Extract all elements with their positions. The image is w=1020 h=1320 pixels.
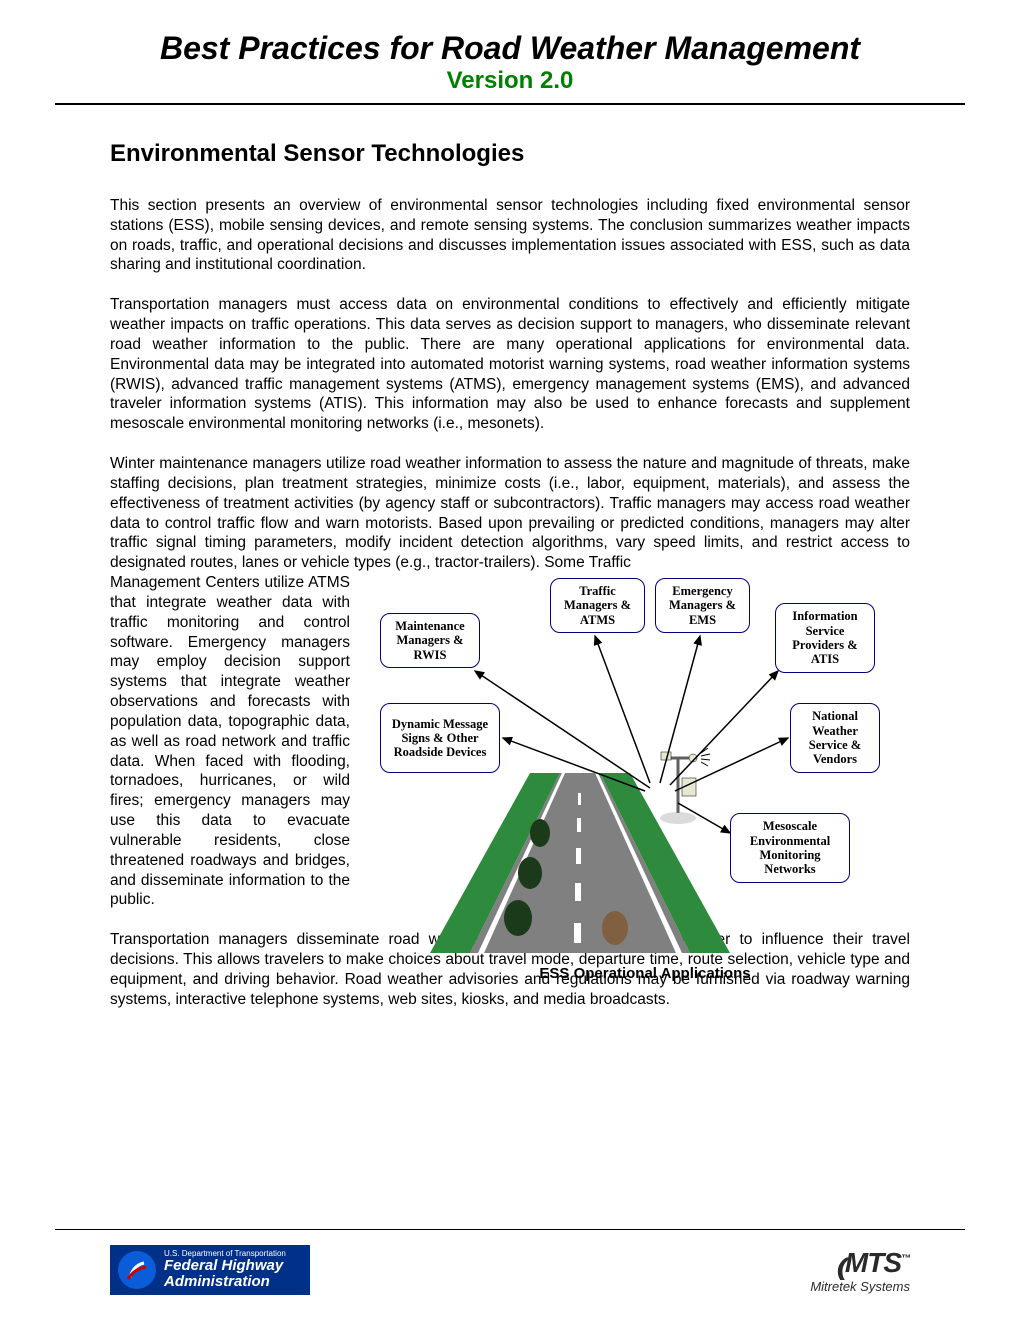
page-header: Best Practices for Road Weather Manageme… [55,30,965,95]
main-title: Best Practices for Road Weather Manageme… [55,30,965,67]
footer-rule [55,1229,965,1230]
paragraph-1: This section presents an overview of env… [110,196,910,275]
node-dms: Dynamic Message Signs & Other Roadside D… [380,703,500,773]
page-footer: U.S. Department of Transportation Federa… [55,1229,965,1295]
version-label: Version 2.0 [55,67,965,95]
mts-subtitle: Mitretek Systems [810,1279,910,1294]
fhwa-line1: Federal Highway [164,1258,286,1274]
mts-tm: ™ [901,1253,910,1264]
fhwa-logo: U.S. Department of Transportation Federa… [110,1245,310,1295]
diagram-container: Maintenance Managers & RWIS Traffic Manag… [380,573,910,982]
node-info: Information Service Providers & ATIS [775,603,875,673]
mts-main: MTS [845,1247,901,1278]
fhwa-line2: Administration [164,1274,286,1290]
node-traffic: Traffic Managers & ATMS [550,578,645,633]
node-maintenance: Maintenance Managers & RWIS [380,613,480,668]
wrap-left-text: Management Centers utilize ATMS that int… [110,573,350,910]
mts-arc-icon: ( [836,1254,846,1282]
sensor-station-icon [658,748,718,828]
arrow-to-maintenance [475,671,650,788]
fhwa-seal-icon [118,1251,156,1289]
paragraph-3: Winter maintenance managers utilize road… [110,454,910,573]
diagram-caption: ESS Operational Applications [380,965,910,982]
node-emergency: Emergency Managers & EMS [655,578,750,633]
node-nws: National Weather Service & Vendors [790,703,880,773]
paragraph-3b: Management Centers utilize ATMS that int… [110,573,350,910]
paragraph-2: Transportation managers must access data… [110,295,910,434]
mts-logo: (MTS™ Mitretek Systems [810,1247,910,1294]
arrow-to-traffic [595,636,650,783]
content-area: Environmental Sensor Technologies This s… [55,105,965,1009]
node-meso: Mesoscale Environmental Monitoring Netwo… [730,813,850,883]
section-title: Environmental Sensor Technologies [110,140,910,168]
ess-diagram: Maintenance Managers & RWIS Traffic Manag… [380,573,910,953]
wrap-section: Management Centers utilize ATMS that int… [110,573,910,910]
